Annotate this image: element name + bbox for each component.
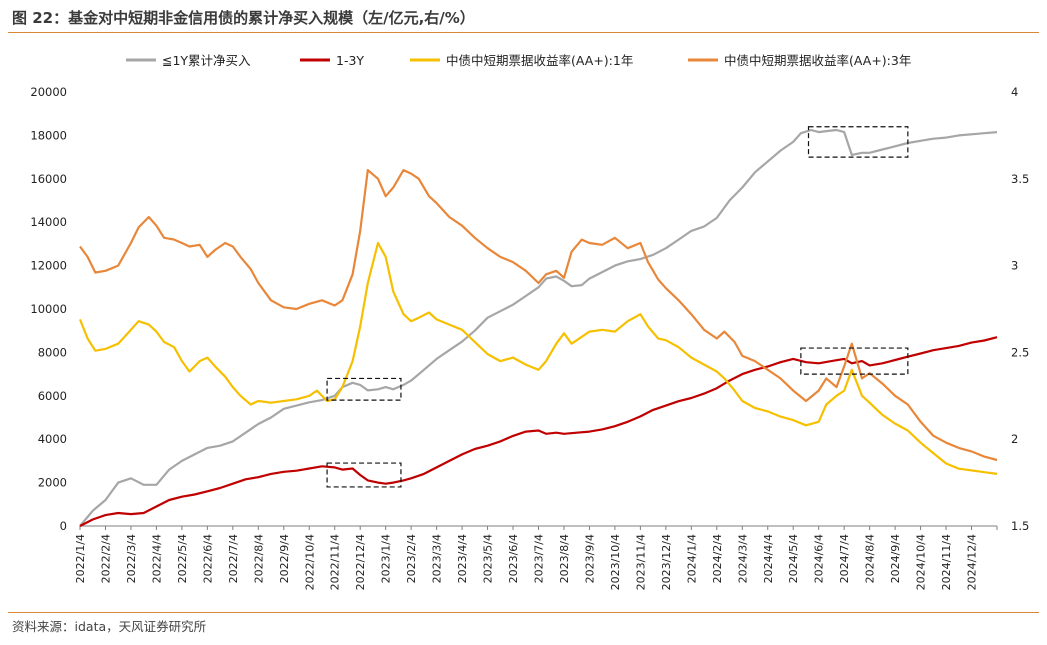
legend: ≦1Y累计净买入 1-3Y 中债中短期票据收益率(AA+):1年 中债中短期票据收益率… <box>126 53 911 68</box>
x-tick-label: 2024/6/4 <box>813 534 826 583</box>
y-axis-left: 0 2000 4000 6000 8000 10000 12000 14000 16000 180… <box>30 85 67 533</box>
x-tick-label: 2024/11/4 <box>940 534 953 590</box>
x-tick-label: 2024/7/4 <box>838 534 851 583</box>
y-left-tick-label: 2000 <box>38 476 67 490</box>
highlight-box <box>807 126 909 158</box>
x-tick-label: 2022/6/4 <box>201 534 214 583</box>
x-tick-label: 2022/12/4 <box>354 534 367 590</box>
x-tick-label: 2024/12/4 <box>966 534 979 590</box>
y-left-tick-label: 18000 <box>30 128 67 142</box>
highlight-box <box>326 462 402 488</box>
series-line-2 <box>78 241 998 475</box>
y-right-tick-label: 2 <box>1011 432 1018 446</box>
x-tick-label: 2023/1/4 <box>380 534 393 583</box>
series-line-3 <box>79 169 998 462</box>
x-tick-label: 2023/11/4 <box>634 534 647 590</box>
chart-title: 图 22：基金对中短期非金信用债的累计净买入规模（左/亿元,右/%） <box>8 4 1039 33</box>
series-line-1 <box>79 336 998 527</box>
legend-label: ≦1Y累计净买入 <box>162 53 251 68</box>
x-tick-label: 2024/8/4 <box>864 534 877 583</box>
legend-label: 中债中短期票据收益率(AA+):1年 <box>446 53 633 68</box>
y-left-tick-label: 20000 <box>30 85 67 99</box>
x-tick-label: 2024/10/4 <box>915 534 928 590</box>
highlight-boxes <box>326 126 909 488</box>
y-axis-right: 1.5 2 2.5 3 3.5 4 <box>1011 85 1029 533</box>
x-tick-label: 2023/2/4 <box>405 534 418 583</box>
x-tick-label: 2022/1/4 <box>74 534 87 583</box>
y-right-tick-label: 4 <box>1011 85 1018 99</box>
y-left-tick-label: 12000 <box>30 259 67 273</box>
x-tick-label: 2024/4/4 <box>762 534 775 583</box>
x-tick-label: 2022/9/4 <box>278 534 291 583</box>
x-tick-label: 2024/5/4 <box>787 534 800 583</box>
y-left-tick-label: 16000 <box>30 172 67 186</box>
x-tick-label: 2023/4/4 <box>456 534 469 583</box>
y-right-tick-label: 2.5 <box>1011 345 1029 359</box>
x-tick-label: 2022/8/4 <box>252 534 265 583</box>
y-right-tick-label: 3 <box>1011 259 1018 273</box>
highlight-box <box>800 347 909 375</box>
series-lines <box>78 128 998 527</box>
y-left-tick-label: 10000 <box>30 302 67 316</box>
x-tick-label: 2024/9/4 <box>889 534 902 583</box>
x-tick-label: 2023/3/4 <box>431 534 444 583</box>
highlight-box <box>326 377 402 401</box>
x-tick-label: 2022/4/4 <box>150 534 163 583</box>
y-left-tick-label: 0 <box>60 519 67 533</box>
y-left-tick-label: 14000 <box>30 215 67 229</box>
legend-label: 1-3Y <box>336 53 364 68</box>
x-tick-label: 2023/9/4 <box>583 534 596 583</box>
x-tick-label: 2022/5/4 <box>176 534 189 583</box>
x-tick-label: 2024/3/4 <box>736 534 749 583</box>
x-tick-label: 2022/3/4 <box>125 534 138 583</box>
x-tick-label: 2024/1/4 <box>685 534 698 583</box>
x-tick-label: 2022/10/4 <box>303 534 316 590</box>
x-tick-label: 2023/10/4 <box>609 534 622 590</box>
y-left-tick-label: 6000 <box>38 389 67 403</box>
y-left-tick-label: 8000 <box>38 345 67 359</box>
y-right-tick-label: 3.5 <box>1011 172 1029 186</box>
x-tick-label: 2022/11/4 <box>329 534 342 590</box>
y-right-tick-label: 1.5 <box>1011 519 1029 533</box>
x-tick-label: 2023/8/4 <box>558 534 571 583</box>
source-note: 资料来源：idata，天风证券研究所 <box>8 612 1039 642</box>
x-tick-label: 2022/7/4 <box>227 534 240 583</box>
series-line-0 <box>79 128 998 527</box>
x-tick-label: 2024/2/4 <box>711 534 724 583</box>
x-tick-label: 2023/7/4 <box>533 534 546 583</box>
x-tick-label: 2023/12/4 <box>660 534 673 590</box>
x-axis: 2022/1/4 2022/2/4 2022/3/4 2022/4/4 2022/5/4… <box>74 526 998 590</box>
x-tick-label: 2023/5/4 <box>482 534 495 583</box>
legend-label: 中债中短期票据收益率(AA+):3年 <box>724 53 911 68</box>
x-tick-label: 2023/6/4 <box>507 534 520 583</box>
y-left-tick-label: 4000 <box>38 432 67 446</box>
x-tick-label: 2022/2/4 <box>99 534 112 583</box>
